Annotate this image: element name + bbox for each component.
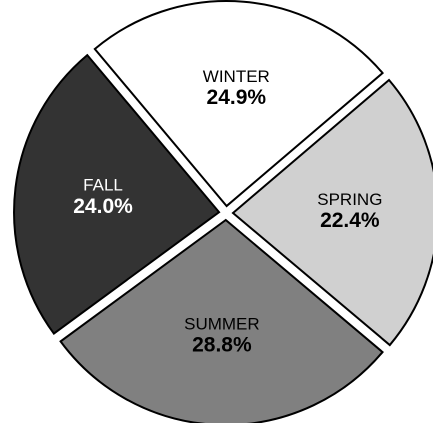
slice-category: SPRING <box>317 190 382 209</box>
pie-slice <box>93 0 384 208</box>
pie-slice <box>231 78 433 347</box>
slice-value-label: 28.8% <box>192 333 252 356</box>
slice-value-label: 24.9% <box>207 86 267 109</box>
slice-category: SUMMER <box>184 314 260 333</box>
slice-category: WINTER <box>203 67 270 86</box>
slice-value-label: 24.0% <box>73 195 133 218</box>
slice-category: FALL <box>83 176 123 195</box>
pie-slice <box>13 53 221 335</box>
pie-slice <box>59 218 384 423</box>
slice-value-label: 22.4% <box>320 209 380 232</box>
